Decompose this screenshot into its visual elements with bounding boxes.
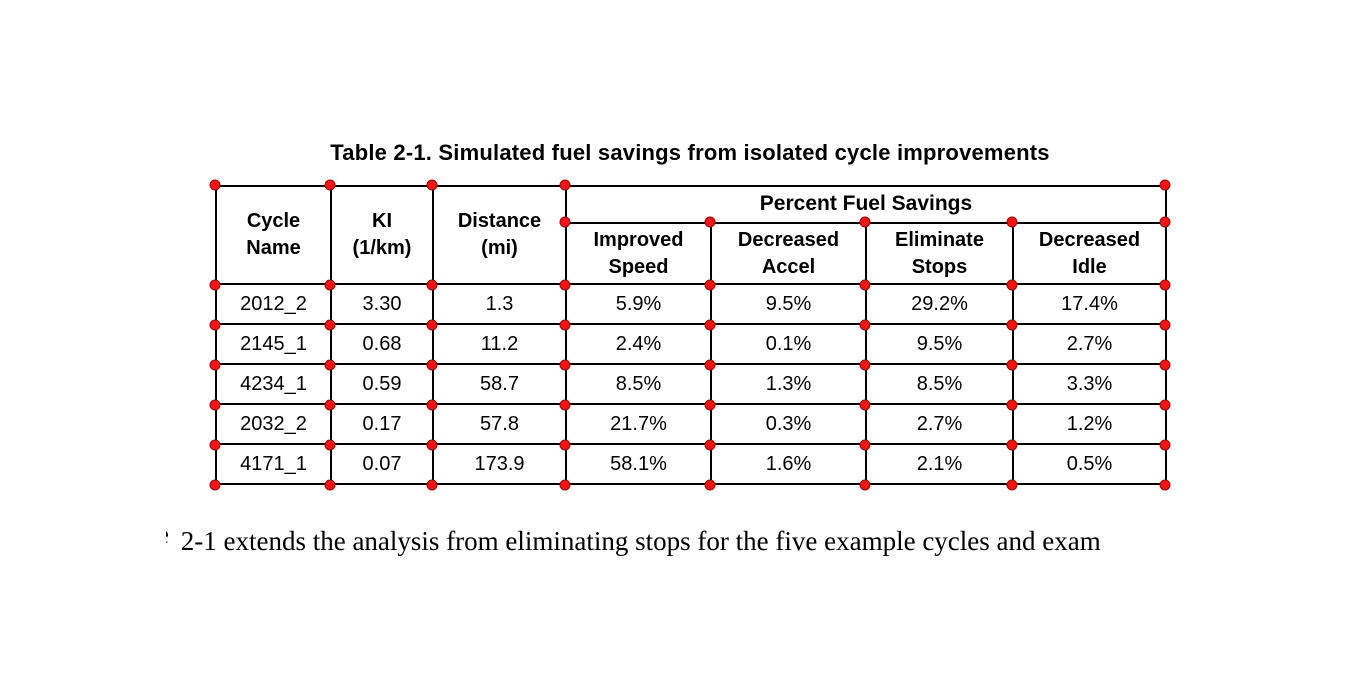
col-header-cycle-name: Cycle Name xyxy=(215,185,332,285)
col-header-ki: KI (1/km) xyxy=(330,185,434,285)
table-cell: 2032_2 xyxy=(215,403,332,445)
col-header-improved-speed: Improved Speed xyxy=(565,222,712,285)
table-cell: 0.59 xyxy=(330,363,434,405)
span-header-percent-fuel-savings: Percent Fuel Savings xyxy=(565,185,1167,224)
header-line: Improved xyxy=(593,228,684,251)
header-line: Decreased xyxy=(737,228,840,251)
header-line: Accel xyxy=(761,255,816,278)
table-cell: 58.1% xyxy=(565,443,712,485)
body-text-content: 2-1 extends the analysis from eliminatin… xyxy=(180,526,1101,556)
table-cell: 9.5% xyxy=(710,283,867,325)
table-cell: 2.4% xyxy=(565,323,712,365)
table-cell: 2.7% xyxy=(1012,323,1167,365)
table-cell: 2145_1 xyxy=(215,323,332,365)
header-line: Distance xyxy=(457,210,542,232)
header-row-top: Cycle Name KI (1/km) Distance (mi) Perce… xyxy=(215,185,1167,285)
table-cell: 1.6% xyxy=(710,443,867,485)
table-cell: 21.7% xyxy=(565,403,712,445)
table-cell: 5.9% xyxy=(565,283,712,325)
header-line: Name xyxy=(246,237,301,259)
table-cell: 0.68 xyxy=(330,323,434,365)
header-line: Cycle xyxy=(246,210,301,232)
table-cell: 2.1% xyxy=(865,443,1014,485)
table-cell: 4234_1 xyxy=(215,363,332,405)
table-cell: 1.3 xyxy=(432,283,567,325)
table-cell: 2.7% xyxy=(865,403,1014,445)
table-row: 4171_1 0.07 173.9 58.1% 1.6% 2.1% 0.5% xyxy=(215,443,1167,485)
body-text: e 2-1 extends the analysis from eliminat… xyxy=(166,519,1101,557)
table-row: 2012_2 3.30 1.3 5.9% 9.5% 29.2% 17.4% xyxy=(215,283,1167,325)
table-cell: 17.4% xyxy=(1012,283,1167,325)
cropped-word-fragment: e xyxy=(166,519,174,550)
table-cell: 58.7 xyxy=(432,363,567,405)
col-header-eliminate-stops: Eliminate Stops xyxy=(865,222,1014,285)
table-row: 4234_1 0.59 58.7 8.5% 1.3% 8.5% 3.3% xyxy=(215,363,1167,405)
table-cell: 9.5% xyxy=(865,323,1014,365)
header-line: Speed xyxy=(608,255,669,278)
table-row: 2032_2 0.17 57.8 21.7% 0.3% 2.7% 1.2% xyxy=(215,403,1167,445)
header-line: KI xyxy=(372,210,392,232)
table-cell: 8.5% xyxy=(565,363,712,405)
table-cell: 0.5% xyxy=(1012,443,1167,485)
header-line: Eliminate xyxy=(895,228,984,251)
table-caption: Table 2-1. Simulated fuel savings from i… xyxy=(330,140,1050,165)
header-row-sub: Improved Speed Decreased Accel Eliminate… xyxy=(216,222,1167,285)
table-cell: 1.2% xyxy=(1012,403,1167,445)
cropped-word-fragment-glyph: e xyxy=(166,519,169,550)
header-line: Stops xyxy=(911,255,968,278)
table-cell: 57.8 xyxy=(432,403,567,445)
header-line: (1/km) xyxy=(352,237,412,259)
header-line: Decreased xyxy=(1038,228,1141,251)
col-header-decreased-accel: Decreased Accel xyxy=(710,222,867,285)
table-cell: 0.3% xyxy=(710,403,867,445)
table-cell: 4171_1 xyxy=(215,443,332,485)
table-cell: 1.3% xyxy=(710,363,867,405)
table-cell: 8.5% xyxy=(865,363,1014,405)
table-cell: 29.2% xyxy=(865,283,1014,325)
table-cell: 3.30 xyxy=(330,283,434,325)
header-line: Idle xyxy=(1072,255,1107,278)
col-header-distance: Distance (mi) xyxy=(432,185,567,285)
col-header-decreased-idle: Decreased Idle xyxy=(1012,222,1167,285)
table-cell: 0.07 xyxy=(330,443,434,485)
table-cell: 2012_2 xyxy=(215,283,332,325)
table-cell: 0.1% xyxy=(710,323,867,365)
table-cell: 0.17 xyxy=(330,403,434,445)
header-line: (mi) xyxy=(481,237,518,259)
table-row: 2145_1 0.68 11.2 2.4% 0.1% 9.5% 2.7% xyxy=(215,323,1167,365)
table-cell: 3.3% xyxy=(1012,363,1167,405)
table-cell: 173.9 xyxy=(432,443,567,485)
table-cell: 11.2 xyxy=(432,323,567,365)
fuel-savings-table: Cycle Name KI (1/km) Distance (mi) Perce… xyxy=(215,185,1167,485)
